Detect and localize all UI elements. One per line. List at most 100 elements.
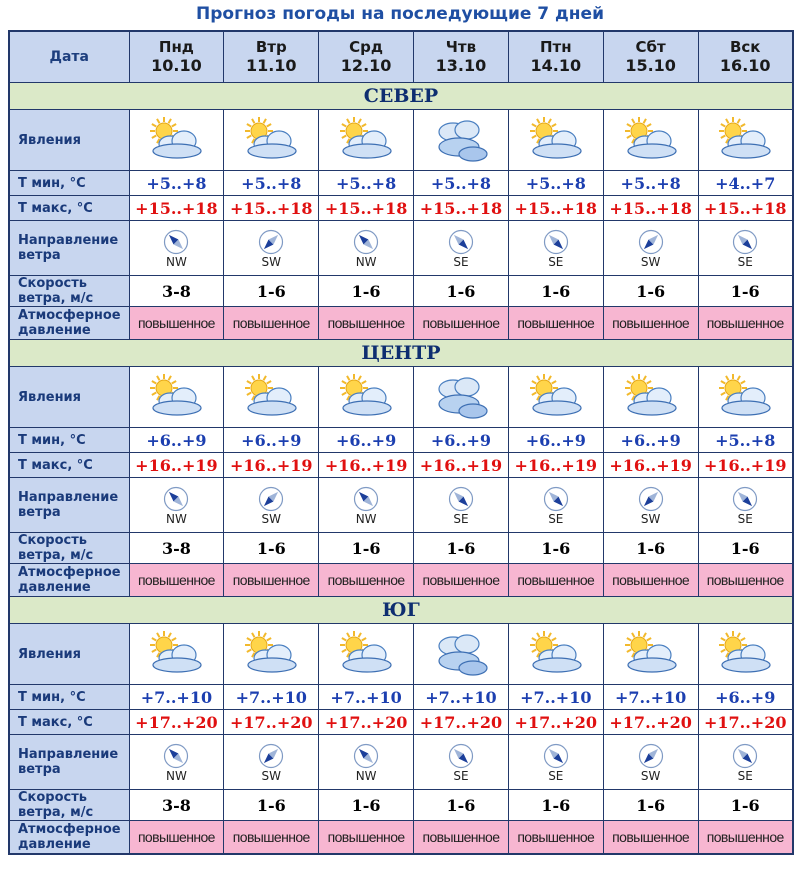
pressure-value: повышенное — [602, 563, 699, 597]
pressure-value: повышенное — [507, 306, 604, 340]
partly-cloudy-icon — [529, 631, 582, 673]
pressure-value: повышенное — [697, 306, 794, 340]
partly-cloudy-icon — [150, 374, 203, 416]
row-label-phenomena: Явления — [8, 366, 130, 428]
day-header: Срд 12.10 — [318, 30, 415, 83]
wind-speed-value: 1-6 — [413, 275, 509, 307]
tmin-value: +5..+8 — [413, 170, 509, 196]
region-name: ЦЕНТР — [8, 339, 794, 367]
tmax-value: +17..+20 — [413, 709, 509, 735]
pressure-value: повышенное — [318, 820, 415, 855]
wind-arrow-icon — [733, 229, 758, 255]
row-label-wind_speed: Скорость ветра, м/с — [8, 532, 130, 564]
phenomena-row: Явления — [8, 109, 794, 171]
tmax-row: Т макс, °С +16..+19 +16..+19 +16..+19 +16..+… — [8, 452, 794, 478]
wind-arrow-icon — [543, 229, 568, 255]
pressure-value: повышенное — [413, 820, 509, 855]
pressure-value: повышенное — [697, 820, 794, 855]
day-date: 16.10 — [719, 56, 771, 75]
row-label-tmax: Т макс, °С — [8, 195, 130, 221]
tmin-value: +7..+10 — [602, 684, 699, 710]
tmin-value: +5..+8 — [697, 427, 794, 453]
tmin-value: +6..+9 — [602, 427, 699, 453]
forecast-table: Дата Пнд 10.10 Втр 11.10 Срд 12.10 Чтв 13.10 Птн 1… — [8, 30, 794, 855]
wind-direction-label: SE — [453, 769, 469, 783]
tmin-row: Т мин, °С +5..+8 +5..+8 +5..+8 +5..+8 +5..+8 +… — [8, 170, 794, 196]
wind-speed-value: 3-8 — [128, 532, 225, 564]
pressure-row: Атмосферное давление повышенное повышенное… — [8, 820, 794, 855]
row-label-tmin: Т мин, °С — [8, 427, 130, 453]
wind-direction-label: SE — [737, 769, 753, 783]
weather-cell — [318, 366, 415, 428]
wind-direction-cell: NW — [318, 220, 415, 276]
wind-arrow-icon — [733, 486, 758, 512]
tmax-value: +16..+19 — [318, 452, 415, 478]
partly-cloudy-icon — [340, 374, 392, 416]
day-name: Втр — [255, 38, 287, 56]
wind-arrow-icon — [259, 486, 284, 512]
day-name: Вск — [729, 38, 761, 56]
wind-speed-value: 1-6 — [318, 275, 415, 307]
region-row: ЮГ — [8, 596, 794, 624]
weather-cell — [318, 623, 415, 685]
wind-direction-label: NW — [166, 255, 187, 269]
row-label-wind_dir: Направление ветра — [8, 477, 130, 533]
wind-direction-cell: NW — [318, 477, 415, 533]
wind-direction-label: SW — [640, 512, 661, 526]
wind-arrow-icon — [354, 743, 379, 769]
weather-cell — [128, 366, 225, 428]
row-label-wind_dir: Направление ветра — [8, 220, 130, 276]
wind-speed-value: 1-6 — [697, 275, 794, 307]
wind-arrow-icon — [543, 743, 568, 769]
weather-cell — [602, 109, 699, 171]
wind-direction-label: SW — [261, 255, 281, 269]
wind-direction-cell: NW — [128, 477, 225, 533]
partly-cloudy-icon — [150, 117, 203, 159]
pressure-value: повышенное — [507, 563, 604, 597]
day-date: 15.10 — [625, 56, 676, 75]
day-header: Сбт 15.10 — [602, 30, 699, 83]
pressure-value: повышенное — [223, 306, 320, 340]
tmax-value: +16..+19 — [507, 452, 604, 478]
pressure-value: повышенное — [128, 306, 225, 340]
wind-arrow-icon — [164, 229, 189, 255]
wind-direction-label: SW — [261, 769, 281, 783]
partly-cloudy-icon — [624, 117, 677, 159]
wind-arrow-icon — [638, 229, 663, 255]
pressure-value: повышенное — [602, 306, 699, 340]
weather-cell — [128, 623, 225, 685]
pressure-value: повышенное — [413, 563, 509, 597]
wind-direction-row: Направление ветра NW SW NW SE SE SW SE — [8, 477, 794, 533]
weather-cell — [128, 109, 225, 171]
wind-direction-label: NW — [355, 512, 377, 526]
day-name: Чтв — [445, 38, 477, 56]
weather-cell — [223, 366, 320, 428]
pressure-value: повышенное — [128, 820, 225, 855]
weather-cell — [507, 109, 604, 171]
tmin-value: +5..+8 — [602, 170, 699, 196]
weather-cell — [413, 623, 509, 685]
wind-direction-row: Направление ветра NW SW NW SE SE SW SE — [8, 220, 794, 276]
day-name: Сбт — [635, 38, 666, 56]
tmax-value: +15..+18 — [128, 195, 225, 221]
wind-direction-cell: SW — [602, 734, 699, 790]
tmax-row: Т макс, °С +15..+18 +15..+18 +15..+18 +15..+… — [8, 195, 794, 221]
day-header: Птн 14.10 — [507, 30, 604, 83]
wind-direction-label: NW — [355, 255, 377, 269]
tmax-value: +16..+19 — [223, 452, 320, 478]
tmin-value: +6..+9 — [413, 427, 509, 453]
wind-speed-value: 1-6 — [602, 532, 699, 564]
wind-speed-value: 1-6 — [697, 789, 794, 821]
tmin-value: +5..+8 — [128, 170, 225, 196]
wind-direction-cell: SW — [223, 220, 320, 276]
weather-cell — [223, 109, 320, 171]
weather-cell — [507, 623, 604, 685]
day-header: Вск 16.10 — [697, 30, 794, 83]
tmax-value: +15..+18 — [413, 195, 509, 221]
partly-cloudy-icon — [719, 631, 771, 673]
wind-direction-label: SE — [548, 255, 564, 269]
tmin-value: +6..+9 — [697, 684, 794, 710]
weather-cell — [697, 109, 794, 171]
cloudy-icon — [438, 377, 488, 419]
wind-direction-label: SW — [640, 769, 661, 783]
